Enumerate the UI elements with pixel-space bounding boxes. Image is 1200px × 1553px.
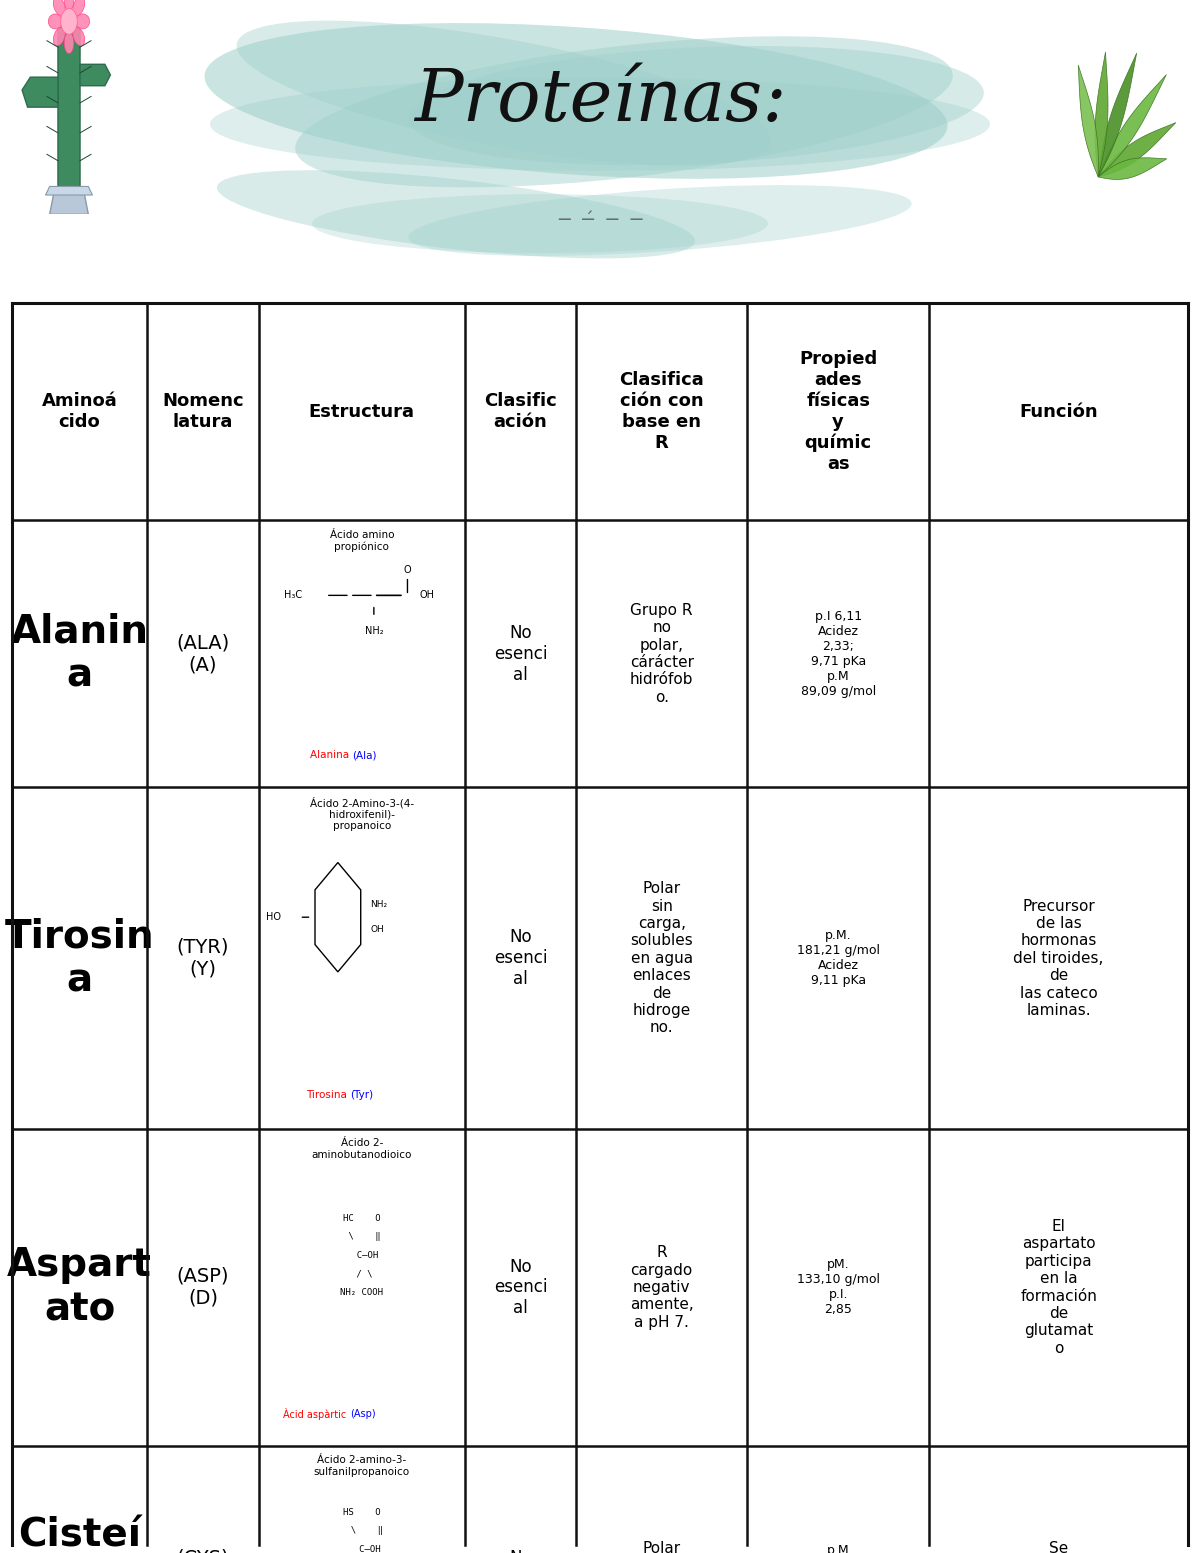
- Text: Proteínas:: Proteínas:: [414, 65, 786, 137]
- Text: Polar
sin: Polar sin: [643, 1542, 680, 1553]
- Text: Ácido amino
propiónico: Ácido amino propiónico: [330, 530, 394, 551]
- Text: NH₂ COOH: NH₂ COOH: [341, 1289, 383, 1297]
- Text: p.M
121,16 g/mol: p.M 121,16 g/mol: [797, 1544, 880, 1553]
- Text: Clasific
ación: Clasific ación: [485, 393, 557, 430]
- Text: Ácido 2-
aminobutanodioico: Ácido 2- aminobutanodioico: [312, 1138, 412, 1160]
- Text: Ácido 2-Amino-3-(4-
hidroxifenil)-
propanoico: Ácido 2-Amino-3-(4- hidroxifenil)- propa…: [310, 797, 414, 831]
- Text: (Tyr): (Tyr): [350, 1090, 373, 1100]
- Text: OH: OH: [371, 926, 384, 933]
- Text: Ácido 2-amino-3-
sulfanilpropanoico: Ácido 2-amino-3- sulfanilpropanoico: [313, 1455, 410, 1477]
- Text: HO: HO: [266, 912, 282, 922]
- Text: R
cargado
negativ
amente,
a pH 7.: R cargado negativ amente, a pH 7.: [630, 1246, 694, 1329]
- Text: p.I 6,11
Acidez
2,33;
9,71 pKa
p.M
89,09 g/mol: p.I 6,11 Acidez 2,33; 9,71 pKa p.M 89,09…: [800, 610, 876, 697]
- Text: pM.
133,10 g/mol
p.I.
2,85: pM. 133,10 g/mol p.I. 2,85: [797, 1258, 880, 1317]
- Text: Tirosin
a: Tirosin a: [5, 918, 155, 999]
- Text: Clasifica
ción con
base en
R: Clasifica ción con base en R: [619, 371, 704, 452]
- Text: Grupo R
no
polar,
cárácter
hidrófob
o.: Grupo R no polar, cárácter hidrófob o.: [630, 603, 694, 705]
- Text: O: O: [403, 565, 412, 575]
- Text: OH: OH: [420, 590, 434, 601]
- Text: H₃C: H₃C: [283, 590, 302, 601]
- Ellipse shape: [408, 185, 912, 256]
- Ellipse shape: [217, 171, 695, 258]
- Text: Aminoá
cido: Aminoá cido: [42, 393, 118, 430]
- Text: (Asp): (Asp): [350, 1409, 376, 1419]
- Ellipse shape: [312, 194, 768, 253]
- Text: (CYS): (CYS): [176, 1548, 229, 1553]
- Text: Alanina: Alanina: [310, 750, 353, 761]
- Text: p.M.
181,21 g/mol
Acidez
9,11 pKa: p.M. 181,21 g/mol Acidez 9,11 pKa: [797, 929, 880, 988]
- Text: Tirosina: Tirosina: [306, 1090, 350, 1100]
- Text: Aspart
ato: Aspart ato: [7, 1247, 152, 1328]
- Text: (ALA)
(A): (ALA) (A): [176, 634, 229, 674]
- Text: Cisteí
na: Cisteí na: [18, 1517, 142, 1553]
- Ellipse shape: [295, 36, 953, 188]
- Text: Polar
sin
carga,
solubles
en agua
enlaces
de
hidroge
no.: Polar sin carga, solubles en agua enlace…: [630, 881, 694, 1036]
- Text: Se
encuentr: Se encuentr: [1025, 1542, 1093, 1553]
- Ellipse shape: [236, 20, 772, 166]
- Text: Alanin
a: Alanin a: [11, 613, 149, 694]
- Text: (TYR)
(Y): (TYR) (Y): [176, 938, 229, 978]
- Text: NH₂: NH₂: [365, 626, 383, 637]
- Text: No
esenci
al: No esenci al: [494, 929, 547, 988]
- Text: / \: / \: [352, 1270, 373, 1278]
- Text: El
aspartato
participa
en la
formación
de
glutamat
o: El aspartato participa en la formación d…: [1020, 1219, 1097, 1356]
- Ellipse shape: [204, 23, 948, 179]
- Text: Función: Función: [1019, 402, 1098, 421]
- Text: Àcid aspàrtic: Àcid aspàrtic: [283, 1409, 350, 1419]
- Text: NH₂: NH₂: [371, 901, 388, 910]
- Text: HC    O: HC O: [343, 1214, 380, 1222]
- Text: No: No: [509, 1548, 532, 1553]
- Text: No
esenci
al: No esenci al: [494, 624, 547, 683]
- Text: (ASP)
(D): (ASP) (D): [176, 1267, 229, 1308]
- Text: (Ala): (Ala): [353, 750, 377, 761]
- Text: \    ‖: \ ‖: [341, 1527, 383, 1536]
- Text: No
esenci
al: No esenci al: [494, 1258, 547, 1317]
- Text: Estructura: Estructura: [308, 402, 415, 421]
- Text: \    ‖: \ ‖: [343, 1233, 380, 1241]
- Ellipse shape: [210, 78, 990, 171]
- Ellipse shape: [408, 47, 984, 165]
- Text: C—OH: C—OH: [343, 1545, 380, 1553]
- Text: C—OH: C—OH: [346, 1252, 378, 1259]
- Text: Nomenc
latura: Nomenc latura: [162, 393, 244, 430]
- Text: HS    O: HS O: [343, 1508, 380, 1517]
- Text: Precursor
de las
hormonas
del tiroides,
de
las cateco
laminas.: Precursor de las hormonas del tiroides, …: [1014, 899, 1104, 1017]
- Text: Propied
ades
físicas
y
químic
as: Propied ades físicas y químic as: [799, 351, 877, 472]
- Text: ─  ─́  ─  ─: ─ ─́ ─ ─: [558, 211, 642, 230]
